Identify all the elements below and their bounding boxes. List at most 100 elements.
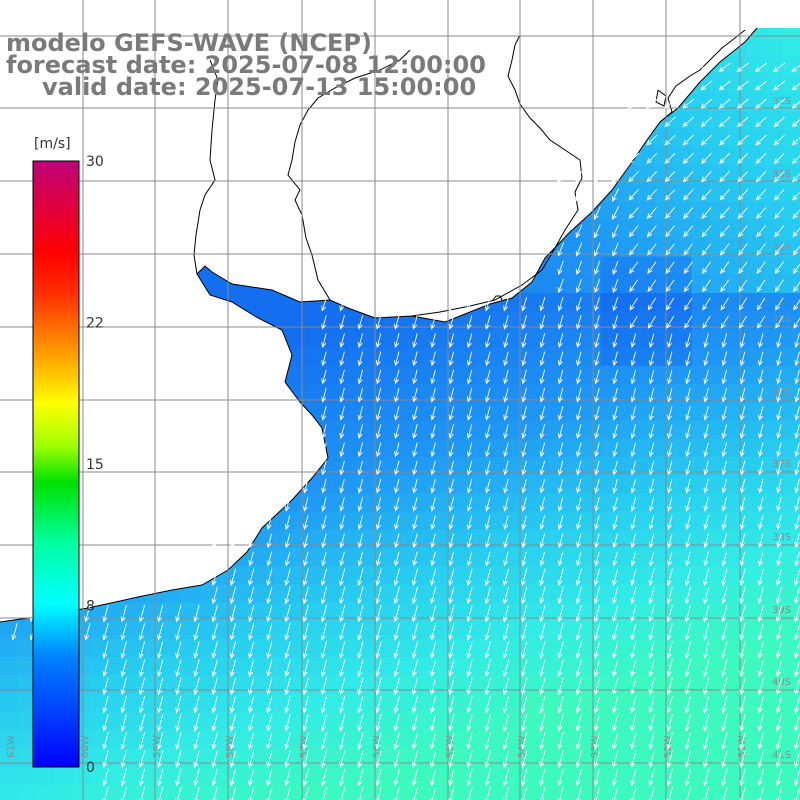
- wind-arrow: [612, 714, 619, 732]
- wind-arrow: [739, 515, 746, 531]
- wind-arrow: [794, 442, 800, 458]
- wind-arrow: [375, 768, 382, 787]
- wind-arrow: [357, 406, 364, 421]
- wind-arrow: [774, 261, 784, 274]
- wind-arrow: [682, 152, 694, 164]
- wind-arrow: [721, 515, 728, 531]
- wind-arrow: [557, 533, 564, 549]
- wind-arrow: [593, 604, 601, 623]
- wind-arrow: [539, 659, 546, 678]
- wind-arrow: [721, 424, 728, 440]
- wind-arrow: [484, 641, 491, 659]
- wind-arrow: [466, 406, 473, 421]
- wind-arrow: [485, 497, 491, 512]
- wind-arrow: [229, 659, 237, 678]
- wind-arrow: [503, 442, 509, 458]
- wind-arrow: [484, 296, 491, 312]
- wind-arrow: [739, 641, 746, 659]
- wind-arrow: [485, 460, 491, 476]
- wind-arrow: [612, 659, 619, 678]
- wind-arrow: [430, 296, 437, 312]
- wind-arrow: [120, 623, 127, 641]
- wind-arrow: [721, 369, 728, 385]
- lat-label: 38S: [772, 532, 791, 543]
- wind-arrow: [339, 515, 345, 531]
- lat-label: 40S: [772, 677, 791, 688]
- wind-arrow: [175, 768, 182, 787]
- wind-arrow: [794, 369, 800, 385]
- wind-arrow: [302, 641, 309, 659]
- wind-arrow: [667, 424, 673, 440]
- wind-arrow: [339, 768, 346, 787]
- wind-arrow: [138, 732, 146, 750]
- wind-arrow: [703, 351, 709, 367]
- wind-arrow: [703, 333, 709, 349]
- wind-arrow: [284, 478, 291, 494]
- wind-arrow: [703, 406, 709, 421]
- wind-arrow: [375, 641, 382, 659]
- wind-arrow: [393, 659, 400, 678]
- wind-arrow: [339, 387, 345, 403]
- wind-arrow: [739, 533, 746, 549]
- wind-arrow: [593, 786, 601, 800]
- wind-arrow: [594, 478, 600, 494]
- wind-arrow: [612, 768, 619, 787]
- wind-arrow: [576, 551, 582, 567]
- wind-arrow: [775, 297, 784, 311]
- wind-arrow: [648, 659, 655, 678]
- wind-arrow: [755, 189, 767, 201]
- wind-arrow: [302, 732, 309, 750]
- wind-arrow: [120, 695, 127, 714]
- wind-arrow: [774, 279, 784, 293]
- wind-arrow: [628, 170, 639, 183]
- wind-arrow: [737, 207, 748, 219]
- wind-arrow: [138, 604, 146, 623]
- wind-arrow: [703, 641, 710, 659]
- wind-arrow: [612, 478, 618, 494]
- wind-arrow: [320, 623, 328, 641]
- wind-arrow: [248, 750, 255, 769]
- wind-arrow: [448, 442, 455, 458]
- wind-arrow: [775, 695, 783, 714]
- wind-arrow: [502, 750, 510, 769]
- wind-arrow: [630, 732, 637, 750]
- wind-arrow: [739, 695, 746, 714]
- wind-arrow: [229, 623, 237, 641]
- wind-arrow: [484, 714, 491, 732]
- wind-arrow: [466, 623, 473, 641]
- lagoon-outline: [655, 89, 667, 107]
- wind-arrow: [721, 623, 728, 641]
- wind-arrow: [666, 623, 673, 641]
- wind-arrow: [665, 207, 676, 219]
- wind-arrow: [794, 695, 800, 714]
- wind-arrow: [684, 659, 692, 678]
- wind-arrow: [339, 604, 346, 623]
- wind-arrow: [193, 714, 200, 732]
- wind-arrow: [502, 695, 510, 714]
- wind-arrow: [667, 387, 673, 403]
- wind-arrow: [721, 732, 728, 750]
- wind-arrow: [284, 677, 291, 696]
- wind-arrow: [175, 750, 182, 769]
- wind-arrow: [736, 80, 749, 91]
- wind-arrow: [502, 714, 510, 732]
- wind-arrow: [684, 750, 692, 769]
- wind-arrow: [212, 533, 218, 549]
- wind-arrow: [757, 750, 764, 769]
- wind-arrow: [157, 695, 164, 714]
- wind-arrow: [775, 768, 783, 787]
- wind-arrow: [739, 406, 746, 421]
- wind-arrow: [791, 137, 800, 146]
- wind-arrow: [757, 315, 766, 329]
- wind-arrow: [102, 732, 109, 750]
- wind-arrow: [684, 586, 692, 605]
- wind-arrow: [757, 714, 764, 732]
- wind-arrow: [774, 189, 785, 201]
- wind-arrow: [430, 551, 436, 567]
- wind-arrow: [667, 333, 673, 349]
- wind-arrow: [466, 315, 473, 330]
- wind-arrow: [503, 515, 509, 531]
- wind-arrow: [339, 406, 345, 421]
- wind-arrow: [594, 406, 600, 421]
- wind-arrow: [393, 568, 400, 587]
